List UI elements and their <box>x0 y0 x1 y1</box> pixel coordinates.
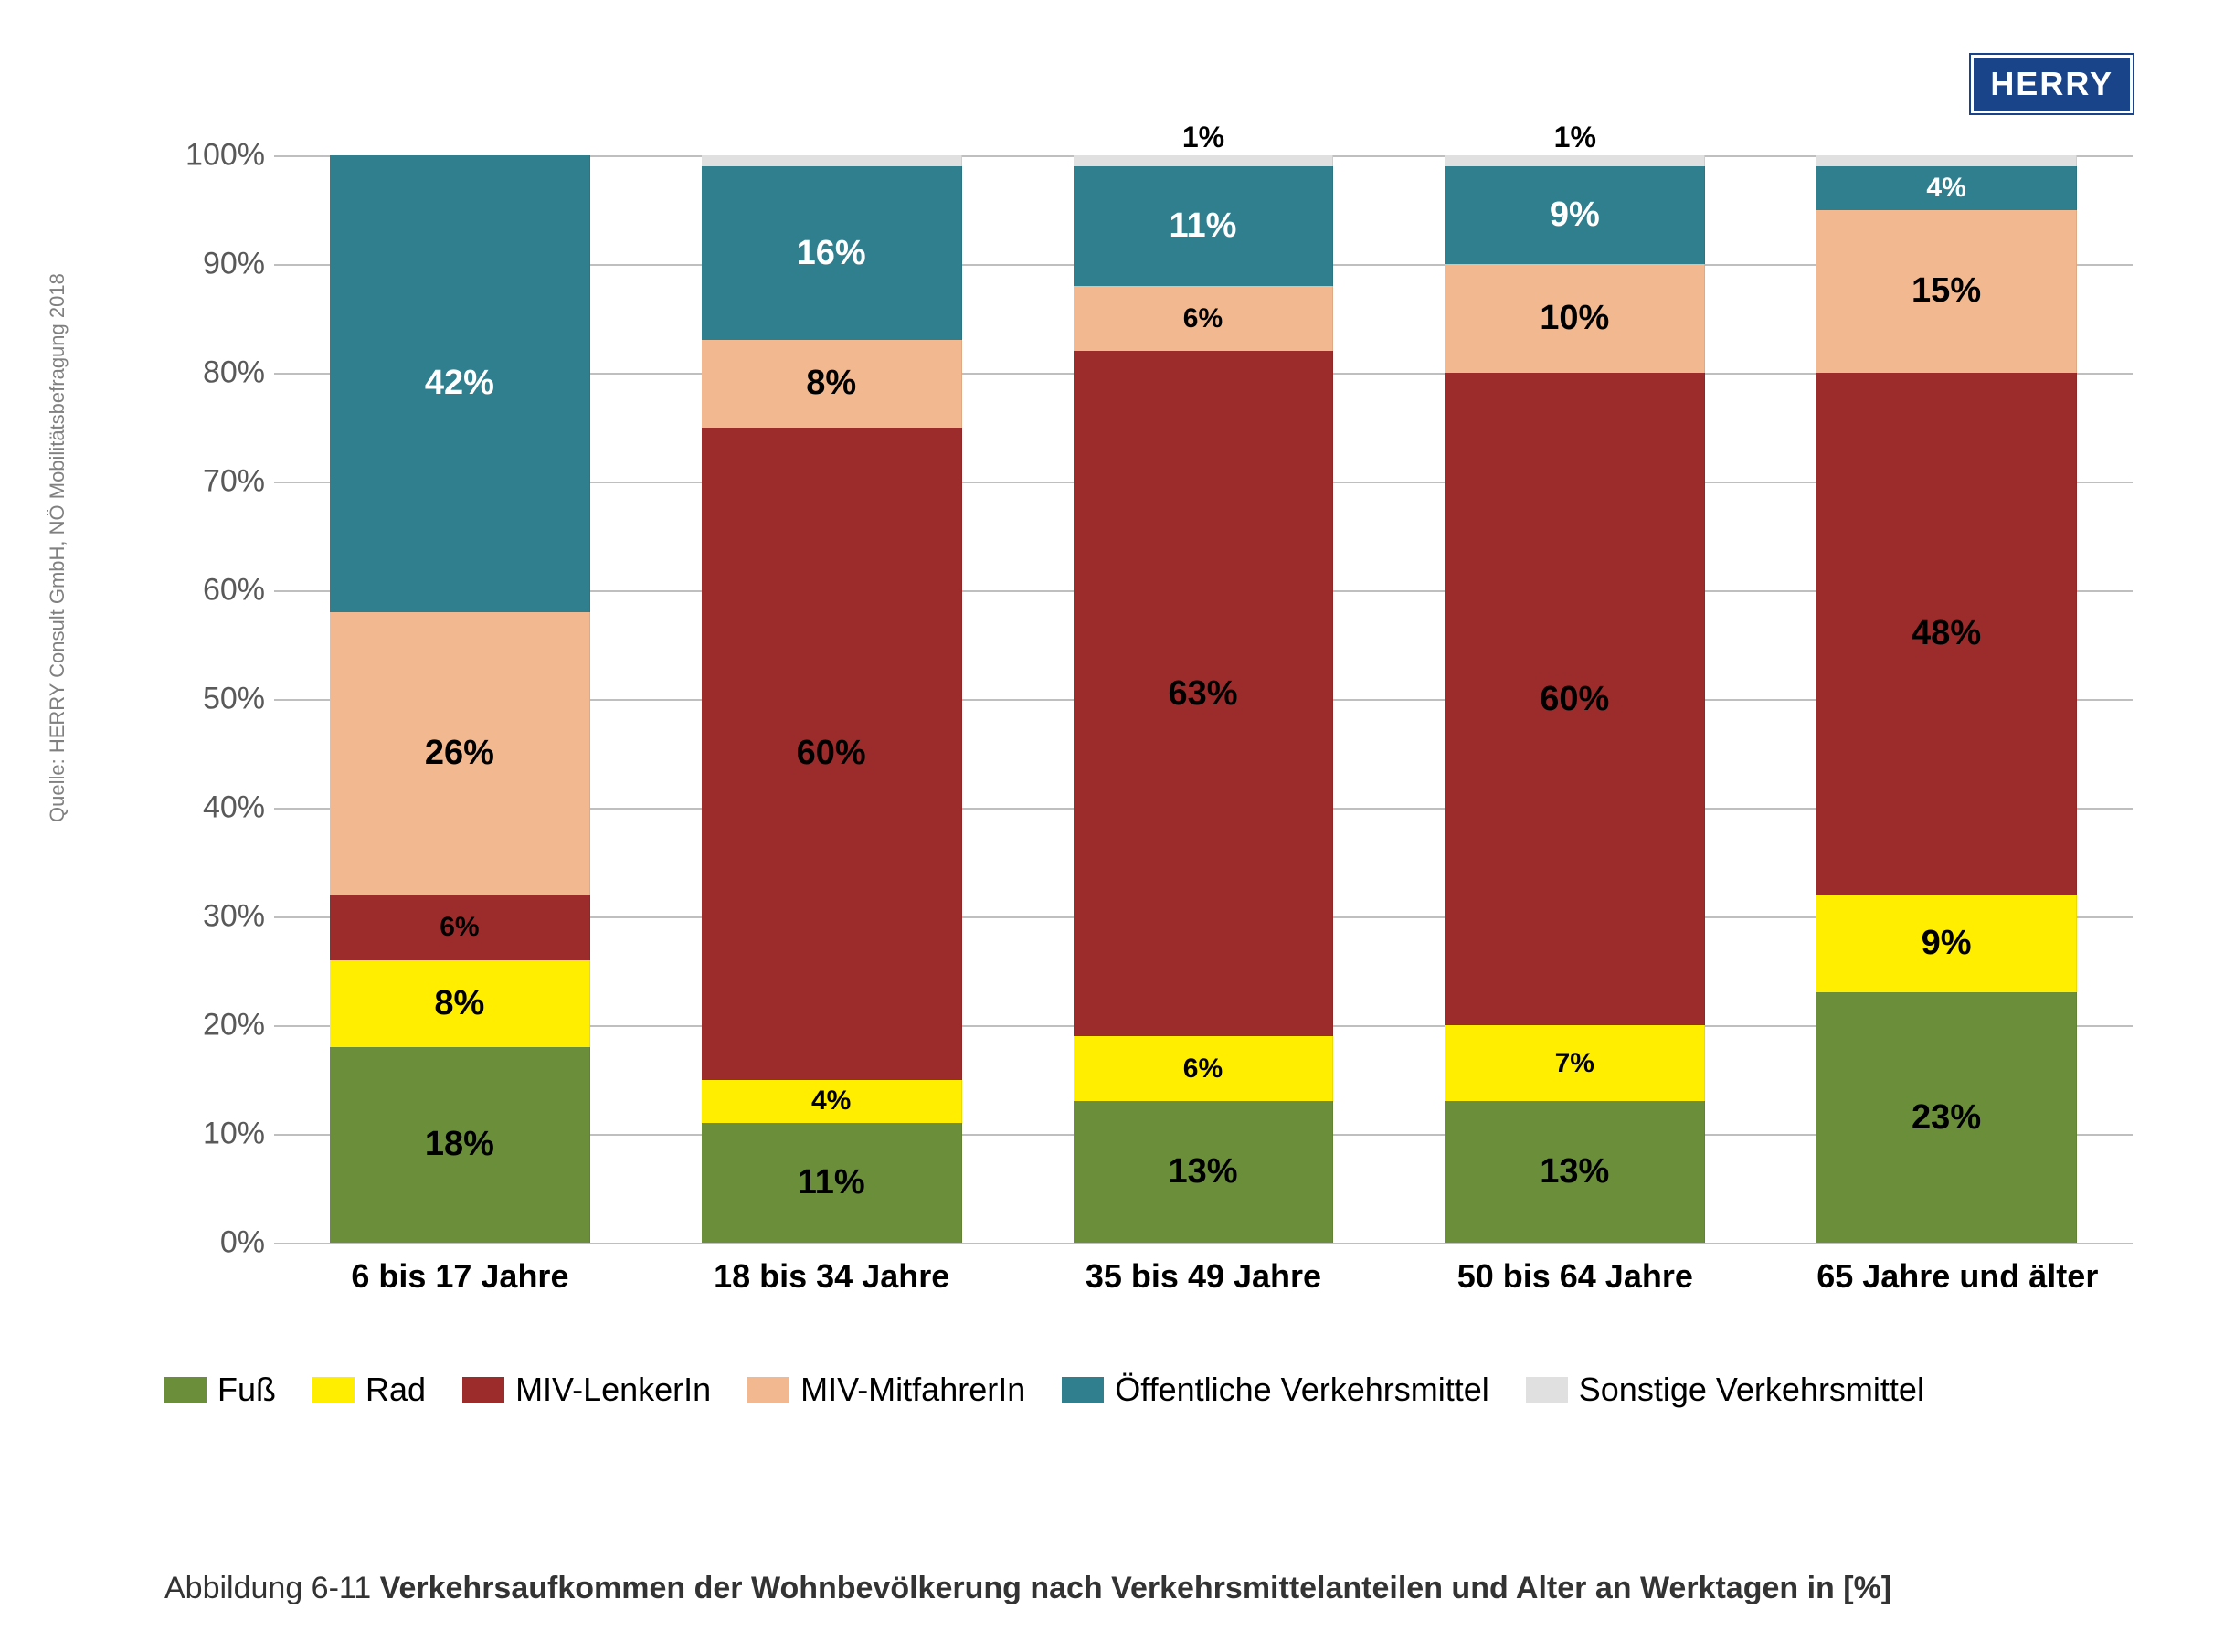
y-tick-label: 60% <box>174 573 265 609</box>
bar-segment-miv_mitfahrer: 15% <box>1816 210 2077 374</box>
bar-column: 13%7%60%10%9%1% <box>1445 155 1705 1243</box>
y-tick-label: 10% <box>174 1117 265 1152</box>
source-citation: Quelle: HERRY Consult GmbH, NÖ Mobilität… <box>46 273 69 822</box>
legend-label: MIV-LenkerIn <box>515 1371 711 1409</box>
bar-segment-sonst <box>702 155 962 166</box>
caption-prefix: Abbildung 6-11 <box>164 1571 380 1605</box>
bar-segment-miv_mitfahrer: 10% <box>1445 264 1705 373</box>
figure-caption: Abbildung 6-11 Verkehrsaufkommen der Woh… <box>164 1571 2169 1606</box>
legend-item-sonst: Sonstige Verkehrsmittel <box>1526 1371 1924 1409</box>
bar-segment-fuss: 11% <box>702 1123 962 1243</box>
bar-segment-miv_mitfahrer: 26% <box>330 612 590 895</box>
x-axis-label: 65 Jahre und älter <box>1816 1243 2077 1307</box>
bar-segment-miv_lenker: 6% <box>330 895 590 959</box>
x-axis-label: 35 bis 49 Jahre <box>1074 1243 1334 1307</box>
x-axis-label: 18 bis 34 Jahre <box>702 1243 962 1307</box>
legend-item-miv_lenker: MIV-LenkerIn <box>462 1371 711 1409</box>
outside-label: 1% <box>1445 121 1705 154</box>
y-tick-label: 90% <box>174 247 265 282</box>
bar-segment-oev: 42% <box>330 155 590 612</box>
y-tick-label: 40% <box>174 790 265 826</box>
legend-item-miv_mitfahrer: MIV-MitfahrerIn <box>747 1371 1025 1409</box>
bar-segment-oev: 16% <box>702 166 962 340</box>
legend-label: Rad <box>365 1371 426 1409</box>
bar-column: 13%6%63%6%11%1% <box>1074 155 1334 1243</box>
legend-swatch <box>164 1377 207 1403</box>
bar-segment-miv_mitfahrer: 6% <box>1074 286 1334 351</box>
plot-area: 0%10%20%30%40%50%60%70%80%90%100%18%8%6%… <box>274 155 2133 1243</box>
chart-container: 0%10%20%30%40%50%60%70%80%90%100%18%8%6%… <box>164 155 2133 1307</box>
bar-segment-rad: 4% <box>702 1080 962 1124</box>
y-tick-label: 100% <box>174 138 265 174</box>
legend-label: Sonstige Verkehrsmittel <box>1579 1371 1924 1409</box>
bar-segment-oev: 9% <box>1445 166 1705 264</box>
bar-segment-miv_mitfahrer: 8% <box>702 340 962 427</box>
bar-segment-sonst <box>1445 155 1705 166</box>
bar-segment-fuss: 13% <box>1445 1101 1705 1243</box>
legend-swatch <box>312 1377 355 1403</box>
bar-segment-fuss: 23% <box>1816 992 2077 1243</box>
y-tick-label: 50% <box>174 682 265 717</box>
bar-segment-rad: 6% <box>1074 1036 1334 1101</box>
bar-segment-rad: 8% <box>330 960 590 1047</box>
bars-group: 18%8%6%26%42%11%4%60%8%16%13%6%63%6%11%1… <box>274 155 2133 1243</box>
bar-segment-rad: 7% <box>1445 1025 1705 1101</box>
outside-label: 1% <box>1074 121 1334 154</box>
bar-segment-sonst <box>1816 155 2077 166</box>
bar-segment-miv_lenker: 60% <box>702 428 962 1080</box>
legend-swatch <box>747 1377 789 1403</box>
x-axis-label: 6 bis 17 Jahre <box>330 1243 590 1307</box>
legend-swatch <box>1526 1377 1568 1403</box>
bar-column: 11%4%60%8%16% <box>702 155 962 1243</box>
bar-segment-rad: 9% <box>1816 895 2077 992</box>
legend-label: Öffentliche Verkehrsmittel <box>1115 1371 1489 1409</box>
y-tick-label: 70% <box>174 464 265 500</box>
legend-label: Fuß <box>217 1371 276 1409</box>
x-axis-labels: 6 bis 17 Jahre 18 bis 34 Jahre 35 bis 49 J… <box>274 1243 2133 1307</box>
y-tick-label: 30% <box>174 899 265 935</box>
bar-column: 23%9%48%15%4% <box>1816 155 2077 1243</box>
caption-title: Verkehrsaufkommen der Wohnbevölkerung na… <box>380 1571 1891 1605</box>
bar-segment-miv_lenker: 48% <box>1816 373 2077 895</box>
bar-segment-oev: 11% <box>1074 166 1334 286</box>
legend-swatch <box>1062 1377 1104 1403</box>
y-tick-label: 80% <box>174 355 265 391</box>
legend-item-fuss: Fuß <box>164 1371 276 1409</box>
logo-badge: HERRY <box>1971 55 2133 113</box>
bar-segment-fuss: 18% <box>330 1047 590 1243</box>
bar-segment-miv_lenker: 63% <box>1074 351 1334 1036</box>
y-tick-label: 0% <box>174 1225 265 1261</box>
bar-segment-fuss: 13% <box>1074 1101 1334 1243</box>
bar-segment-oev: 4% <box>1816 166 2077 210</box>
x-axis-label: 50 bis 64 Jahre <box>1445 1243 1705 1307</box>
legend: Fuß Rad MIV-LenkerIn MIV-MitfahrerIn Öffentl… <box>164 1371 2133 1409</box>
bar-segment-sonst <box>1074 155 1334 166</box>
bar-segment-miv_lenker: 60% <box>1445 373 1705 1025</box>
legend-swatch <box>462 1377 504 1403</box>
y-tick-label: 20% <box>174 1008 265 1043</box>
legend-item-oev: Öffentliche Verkehrsmittel <box>1062 1371 1489 1409</box>
legend-item-rad: Rad <box>312 1371 426 1409</box>
legend-label: MIV-MitfahrerIn <box>800 1371 1025 1409</box>
bar-column: 18%8%6%26%42% <box>330 155 590 1243</box>
